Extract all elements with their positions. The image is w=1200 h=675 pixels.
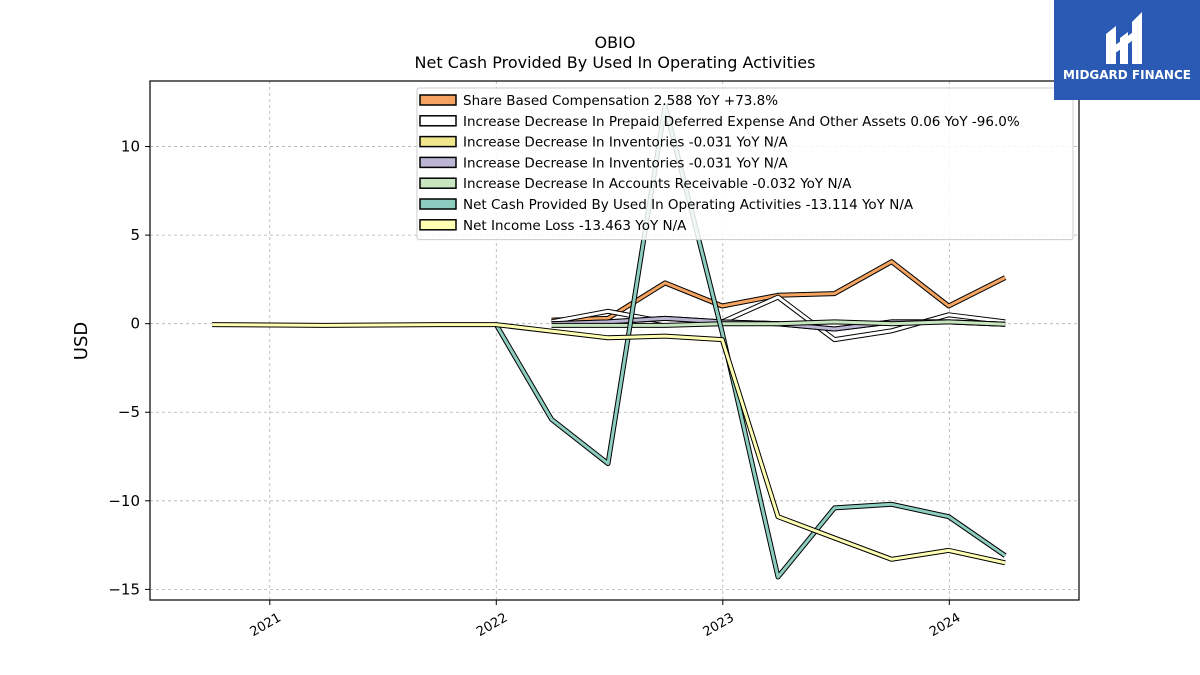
legend-label: Increase Decrease In Inventories -0.031 … bbox=[463, 135, 788, 151]
legend-item: Net Income Loss -13.463 YoY N/A bbox=[419, 218, 687, 234]
midgard-finance-logo: MIDGARD FINANCE bbox=[1054, 0, 1200, 100]
y-tick-label: −15 bbox=[108, 580, 140, 598]
y-tick-label: 10 bbox=[121, 138, 140, 156]
legend-swatch bbox=[419, 156, 457, 169]
legend: Share Based Compensation 2.588 YoY +73.8… bbox=[416, 87, 1074, 241]
legend-label: Net Income Loss -13.463 YoY N/A bbox=[463, 218, 687, 234]
legend-swatch bbox=[419, 115, 457, 127]
y-tick-label: 0 bbox=[130, 315, 140, 333]
chart-title: OBIO bbox=[595, 33, 636, 52]
series-6 bbox=[212, 322, 1006, 566]
x-tick-label: 2023 bbox=[701, 610, 737, 640]
legend-item: Share Based Compensation 2.588 YoY +73.8… bbox=[419, 93, 778, 109]
series-1 bbox=[551, 294, 1006, 343]
legend-label: Increase Decrease In Inventories -0.031 … bbox=[463, 155, 788, 171]
x-tick-label: 2024 bbox=[927, 610, 963, 640]
legend-label: Share Based Compensation 2.588 YoY +73.8… bbox=[463, 93, 778, 109]
series-lines bbox=[212, 103, 1007, 580]
series-line bbox=[494, 104, 1007, 579]
x-tick-label: 2021 bbox=[248, 610, 284, 640]
y-axis-label: USD bbox=[71, 322, 92, 360]
series-line bbox=[212, 323, 1006, 565]
legend-item: Increase Decrease In Accounts Receivable… bbox=[419, 176, 852, 192]
y-tick-label: 5 bbox=[130, 226, 140, 244]
chart-subtitle: Net Cash Provided By Used In Operating A… bbox=[415, 53, 816, 72]
legend-item: Net Cash Provided By Used In Operating A… bbox=[419, 197, 914, 213]
legend-item: Increase Decrease In Inventories -0.031 … bbox=[419, 155, 788, 171]
series-5 bbox=[493, 103, 1007, 580]
legend-label: Increase Decrease In Accounts Receivable… bbox=[463, 176, 852, 192]
legend-item: Increase Decrease In Inventories -0.031 … bbox=[419, 135, 788, 151]
axes: 10 5 0 −5 −10 −15 2021 2022 2023 2024 bbox=[108, 80, 1080, 640]
legend-label: Net Cash Provided By Used In Operating A… bbox=[463, 197, 914, 213]
series-line bbox=[551, 320, 1006, 327]
legend-box bbox=[416, 87, 1074, 241]
series-line bbox=[551, 295, 1006, 342]
legend-swatch bbox=[419, 135, 457, 148]
legend-swatch bbox=[419, 177, 457, 189]
y-tick-label: −5 bbox=[118, 403, 140, 421]
y-tick-label: −10 bbox=[108, 492, 140, 510]
legend-swatch bbox=[419, 94, 457, 106]
plot-frame bbox=[149, 80, 1080, 601]
series-4 bbox=[551, 319, 1006, 328]
x-tick-label: 2022 bbox=[474, 610, 510, 640]
legend-item: Increase Decrease In Prepaid Deferred Ex… bbox=[419, 114, 1020, 130]
legend-swatch bbox=[419, 219, 457, 231]
midgard-logo-icon bbox=[1106, 12, 1142, 64]
legend-label: Increase Decrease In Prepaid Deferred Ex… bbox=[463, 114, 1020, 130]
logo-text: MIDGARD FINANCE bbox=[1063, 68, 1191, 82]
legend-swatch bbox=[419, 198, 457, 210]
